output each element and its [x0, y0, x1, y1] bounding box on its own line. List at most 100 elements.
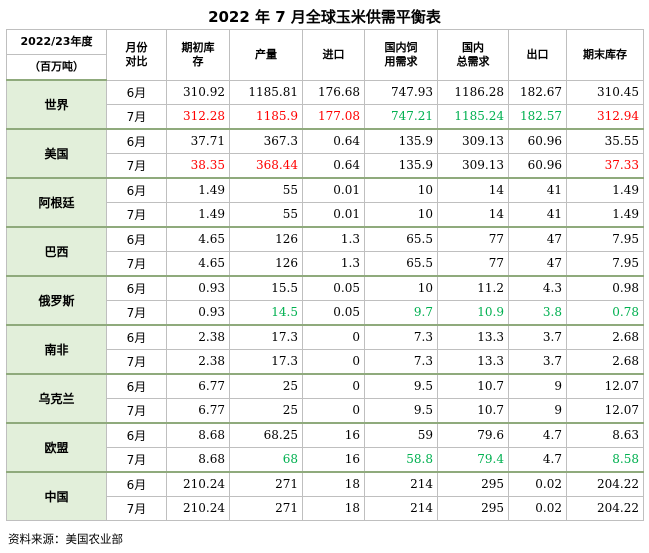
value-cell: 17.3 [229, 324, 303, 350]
value-cell: 1.49 [566, 201, 644, 228]
month-cell: 7月 [106, 299, 167, 326]
table-row: 7月 4.65 126 1.3 65.5 77 47 7.95 [7, 250, 644, 277]
value-cell: 0.78 [566, 299, 644, 326]
value-cell: 0 [302, 348, 365, 375]
value-cell: 368.44 [229, 152, 303, 179]
value-cell: 77 [437, 250, 509, 277]
value-cell: 2.68 [566, 348, 644, 375]
value-cell: 747.93 [364, 79, 438, 105]
value-cell: 9.5 [364, 373, 438, 399]
value-cell: 310.45 [566, 79, 644, 105]
value-cell: 2.38 [166, 324, 230, 350]
country-cell: 世界 [6, 79, 107, 130]
month-cell: 7月 [106, 348, 167, 375]
value-cell: 126 [229, 226, 303, 252]
value-cell: 135.9 [364, 152, 438, 179]
month-cell: 6月 [106, 373, 167, 399]
value-cell: 47 [508, 250, 567, 277]
header-imports: 进口 [302, 29, 365, 81]
header-feed-demand: 国内饲 用需求 [364, 29, 438, 81]
value-cell: 8.68 [166, 446, 230, 473]
header-exports: 出口 [508, 29, 567, 81]
value-cell: 1185.9 [229, 103, 303, 130]
value-cell: 14.5 [229, 299, 303, 326]
value-cell: 59 [364, 422, 438, 448]
value-cell: 312.28 [166, 103, 230, 130]
value-cell: 37.33 [566, 152, 644, 179]
month-cell: 7月 [106, 103, 167, 130]
value-cell: 8.68 [166, 422, 230, 448]
value-cell: 1.3 [302, 250, 365, 277]
value-cell: 367.3 [229, 128, 303, 154]
header-row-1: 2022/23年度 月份 对比 期初库存 产量 进口 国内饲 用需求 国内 总需求 出… [6, 29, 644, 81]
value-cell: 60.96 [508, 128, 567, 154]
month-cell: 6月 [106, 128, 167, 154]
month-cell: 7月 [106, 446, 167, 473]
header-production: 产量 [229, 29, 303, 81]
value-cell: 3.7 [508, 348, 567, 375]
value-cell: 0.01 [302, 201, 365, 228]
table-row: 7月 312.28 1185.9 177.08 747.21 1185.24 182.57 3… [7, 103, 644, 130]
value-cell: 271 [229, 495, 303, 521]
value-cell: 182.67 [508, 79, 567, 105]
value-cell: 4.7 [508, 446, 567, 473]
value-cell: 214 [364, 495, 438, 521]
value-cell: 4.7 [508, 422, 567, 448]
month-cell: 7月 [106, 201, 167, 228]
value-cell: 12.07 [566, 397, 644, 424]
value-cell: 312.94 [566, 103, 644, 130]
value-cell: 41 [508, 201, 567, 228]
value-cell: 3.7 [508, 324, 567, 350]
table-row: 世界 6月 310.92 1185.81 176.68 747.93 1186.28 182.… [6, 79, 644, 130]
value-cell: 47 [508, 226, 567, 252]
value-cell: 0 [302, 397, 365, 424]
table-row: 7月 2.38 17.3 0 7.3 13.3 3.7 2.68 [7, 348, 644, 375]
value-cell: 18 [302, 471, 365, 497]
source-note: 资料来源：美国农业部 [8, 532, 123, 546]
month-cell: 7月 [106, 250, 167, 277]
value-cell: 210.24 [166, 471, 230, 497]
value-cell: 38.35 [166, 152, 230, 179]
value-cell: 0.01 [302, 177, 365, 203]
value-cell: 13.3 [437, 348, 509, 375]
value-cell: 65.5 [364, 226, 438, 252]
value-cell: 35.55 [566, 128, 644, 154]
value-cell: 126 [229, 250, 303, 277]
value-cell: 15.5 [229, 275, 303, 301]
value-cell: 10.7 [437, 397, 509, 424]
value-cell: 9 [508, 373, 567, 399]
value-cell: 177.08 [302, 103, 365, 130]
value-cell: 182.57 [508, 103, 567, 130]
value-cell: 214 [364, 471, 438, 497]
value-cell: 14 [437, 177, 509, 203]
table-row: 乌克兰 6月 6.77 25 0 9.5 10.7 9 12.07 [6, 373, 644, 424]
value-cell: 0.02 [508, 471, 567, 497]
value-cell: 7.95 [566, 250, 644, 277]
value-cell: 0.64 [302, 128, 365, 154]
value-cell: 18 [302, 495, 365, 521]
value-cell: 10 [364, 275, 438, 301]
value-cell: 9.7 [364, 299, 438, 326]
value-cell: 135.9 [364, 128, 438, 154]
table-row: 美国 6月 37.71 367.3 0.64 135.9 309.13 60.96 35.55 [6, 128, 644, 179]
value-cell: 11.2 [437, 275, 509, 301]
value-cell: 0.64 [302, 152, 365, 179]
month-cell: 7月 [106, 152, 167, 179]
value-cell: 4.3 [508, 275, 567, 301]
value-cell: 309.13 [437, 152, 509, 179]
value-cell: 0.02 [508, 495, 567, 521]
value-cell: 271 [229, 471, 303, 497]
month-cell: 6月 [106, 275, 167, 301]
table-row: 7月 0.93 14.5 0.05 9.7 10.9 3.8 0.78 [7, 299, 644, 326]
value-cell: 4.65 [166, 226, 230, 252]
table-title: 2022 年 7 月全球玉米供需平衡表 [208, 8, 441, 26]
month-cell: 6月 [106, 177, 167, 203]
value-cell: 16 [302, 422, 365, 448]
value-cell: 8.63 [566, 422, 644, 448]
value-cell: 210.24 [166, 495, 230, 521]
header-month: 月份 对比 [106, 29, 167, 81]
country-cell: 俄罗斯 [6, 275, 107, 326]
value-cell: 1186.28 [437, 79, 509, 105]
table-row: 7月 1.49 55 0.01 10 14 41 1.49 [7, 201, 644, 228]
value-cell: 79.6 [437, 422, 509, 448]
